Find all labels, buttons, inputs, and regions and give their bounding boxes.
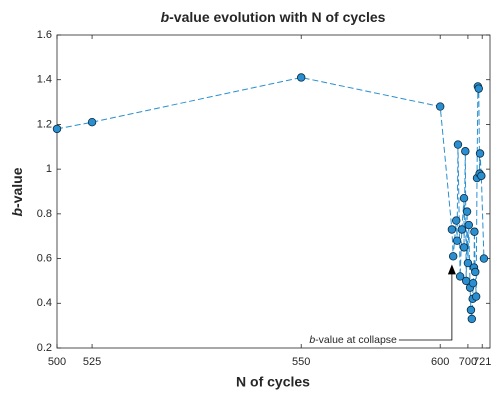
data-point — [474, 84, 483, 93]
ylabel-rest: -value — [9, 167, 25, 208]
data-point — [464, 220, 473, 230]
x-tick-label: 550 — [292, 356, 310, 368]
data-point — [452, 216, 461, 225]
y-tick-label: 1.6 — [37, 29, 52, 41]
data-point — [452, 236, 462, 245]
x-tick-label: 500 — [48, 356, 66, 368]
data-point — [470, 227, 479, 236]
annotation: b-value at collapse — [309, 334, 397, 346]
data-point — [455, 272, 465, 281]
y-tick-label: 1.4 — [37, 74, 52, 86]
y-tick-label: 1.2 — [37, 118, 52, 130]
annotation-rest: -value at collapse — [315, 334, 397, 346]
plot-frame — [56, 34, 491, 349]
data-point — [461, 147, 470, 156]
x-tick-label: 700 — [459, 356, 477, 368]
data-point — [52, 124, 62, 134]
y-tick-label: 0.2 — [37, 342, 52, 354]
data-point — [471, 267, 480, 277]
data-point — [457, 225, 467, 234]
title-italic: b — [161, 9, 170, 25]
y-tick-label: 0.4 — [37, 297, 52, 309]
data-point — [471, 292, 481, 301]
data-point — [448, 252, 458, 261]
data-point — [453, 140, 463, 149]
data-point — [459, 194, 469, 203]
data-point — [475, 149, 485, 158]
data-point — [447, 225, 457, 234]
data-point — [477, 171, 486, 181]
data-point — [436, 102, 445, 111]
data-point — [462, 207, 472, 216]
x-tick-label: 600 — [431, 356, 449, 368]
data-point — [463, 258, 473, 268]
x-axis-label: N of cycles — [236, 374, 310, 390]
y-tick-label: 0.6 — [37, 252, 52, 264]
y-axis-label: b-value — [9, 167, 25, 216]
title-rest: -value evolution with N of cycles — [169, 9, 385, 25]
chart-title: b-value evolution with N of cycles — [161, 9, 386, 25]
annotation-italic: b — [309, 334, 315, 346]
y-tick-label: 1 — [46, 163, 52, 175]
x-tick-label: 525 — [83, 356, 101, 368]
annotation-arrowhead — [447, 264, 456, 275]
plot-area: 0.2 0.4 0.6 0.8 1 1.2 1.4 1.6 500 525 550 600 700721… — [37, 29, 492, 368]
y-tick-label: 0.8 — [37, 208, 52, 220]
annotation-arrow — [398, 270, 453, 341]
data-point — [297, 73, 306, 82]
data-point — [466, 305, 476, 315]
data-point — [461, 276, 471, 286]
x-tick-label: 721 — [473, 356, 491, 368]
data-point — [479, 254, 489, 263]
data-point — [459, 243, 469, 252]
data-point — [467, 314, 477, 324]
ylabel-italic: b — [9, 208, 25, 217]
data-point — [87, 117, 97, 127]
data-point — [468, 278, 478, 288]
